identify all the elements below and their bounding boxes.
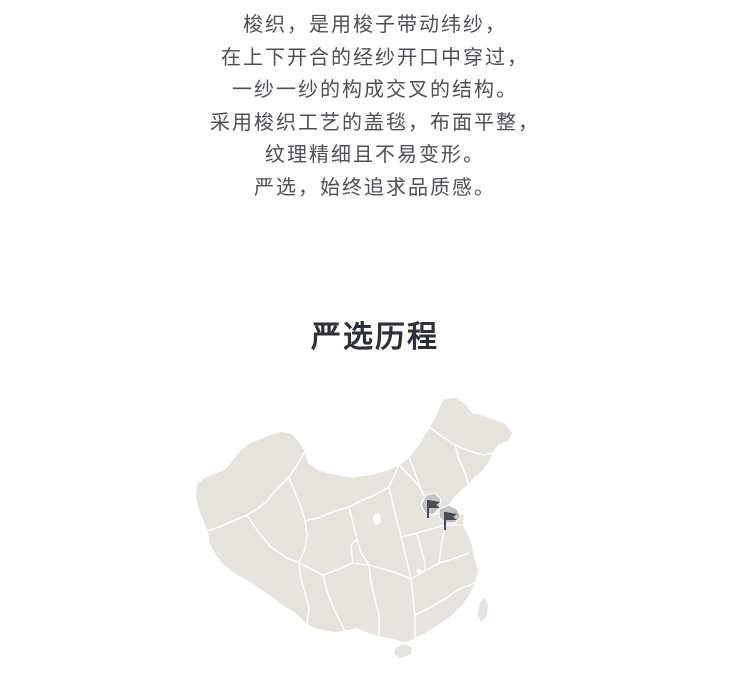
map-border [322,574,346,632]
china-map-graphic [194,396,514,660]
map-border [368,564,380,637]
map-border [438,524,446,564]
intro-text-block: 梭织，是用梭子带动纬纱， 在上下开合的经纱开口中穿过， 一纱一纱的构成交叉的结构… [0,8,750,203]
intro-line: 纹理精细且不易变形。 [265,142,485,166]
section-title: 严选历程 [311,320,439,355]
flag-icon [444,512,457,530]
china-map [193,393,518,663]
map-border [206,450,306,532]
map-taiwan [476,596,490,624]
map-border [416,532,426,571]
intro-line: 在上下开合的经纱开口中穿过， [221,44,529,69]
map-hainan [392,642,414,660]
map-border [304,464,400,522]
intro-line: 严选，始终追求品质感。 [254,174,496,199]
map-border [414,582,476,616]
intro-line: 一纱一纱的构成交叉的结构。 [232,77,518,101]
intro-line: 梭织，是用梭子带动纬纱， [243,12,507,36]
map-border [400,524,463,538]
map-border [428,426,494,456]
map-border [246,514,324,576]
map-lake [416,569,422,573]
flag-icon [427,500,440,518]
intro-line: 采用梭织工艺的盖毯，布面平整， [210,109,540,134]
map-border [398,464,422,490]
map-border [350,538,358,564]
map-border [388,486,412,580]
map-border [298,562,310,626]
map-lake [373,513,381,525]
map-border [410,578,416,639]
map-mainland [194,396,514,644]
map-border [454,444,470,486]
